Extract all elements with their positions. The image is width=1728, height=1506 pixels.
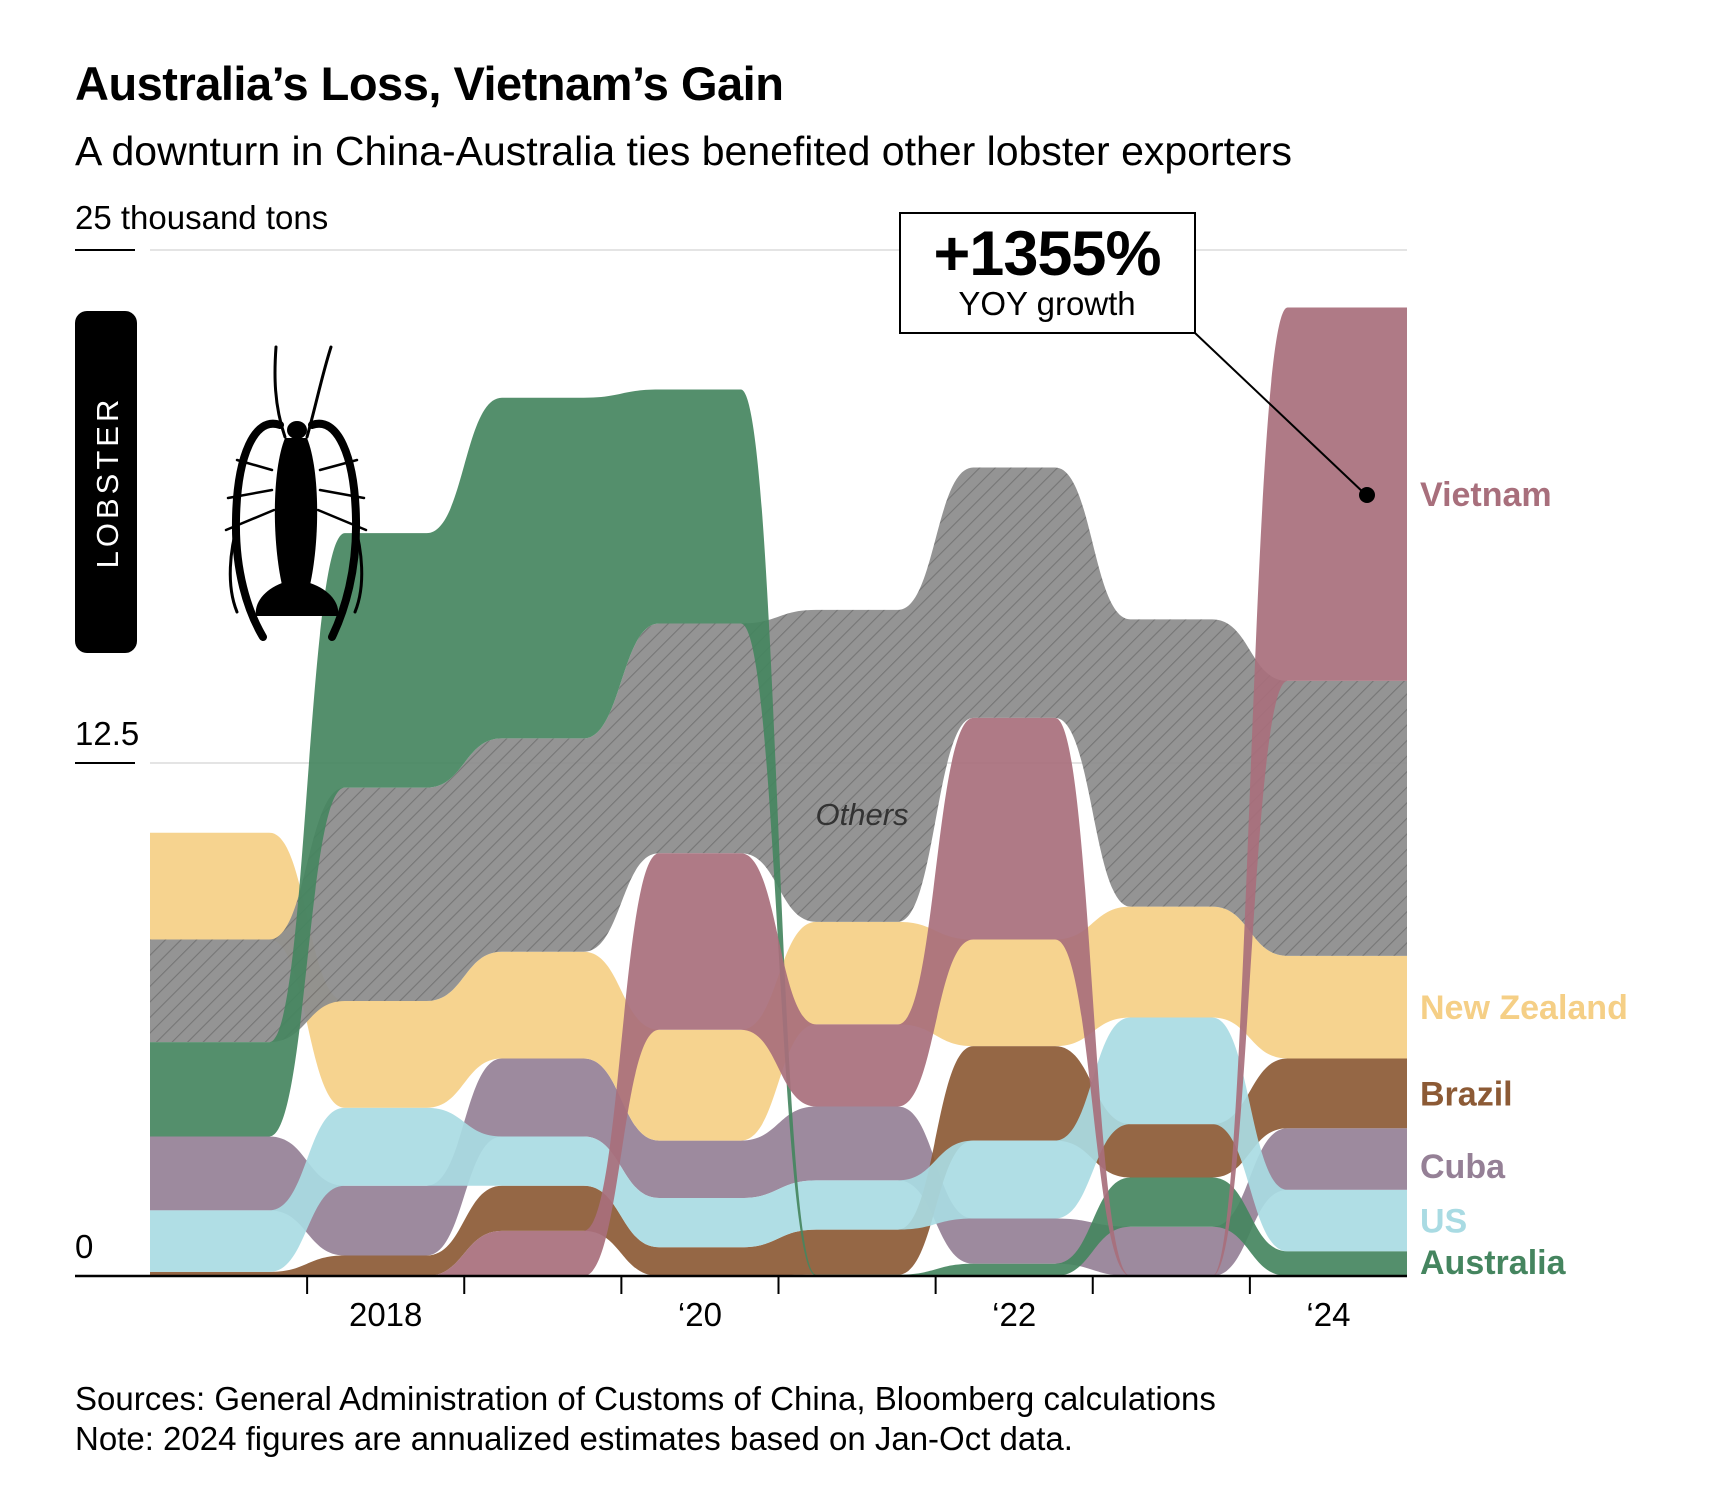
x-axis (75, 1274, 1407, 1294)
y-axis-label: 25 thousand tons (75, 199, 328, 236)
legend-label-new-zealand: New Zealand (1420, 989, 1628, 1027)
chart-subtitle: A downturn in China-Australia ties benef… (75, 128, 1293, 174)
annotation-dot (1359, 487, 1375, 503)
legend-label-us: US (1420, 1203, 1467, 1241)
y-tick-label: 0 (75, 1228, 93, 1265)
y-tick-labels: 012.5 (75, 715, 139, 1265)
legend-label-vietnam: Vietnam (1420, 476, 1552, 514)
footnote: Note: 2024 figures are annualized estima… (75, 1420, 1073, 1457)
areas (150, 307, 1407, 1276)
lobster-badge: LOBSTER (75, 311, 137, 653)
x-tick-label: 2018 (349, 1296, 422, 1333)
chart-title: Australia’s Loss, Vietnam’s Gain (75, 57, 784, 110)
x-tick-label: ‘22 (992, 1296, 1036, 1333)
area-australia (150, 389, 1407, 1276)
area-cuba (150, 1058, 1407, 1276)
x-tick-labels: 2018 ‘20 ‘22 ‘24 (349, 1296, 1350, 1333)
lobster-badge-text: LOBSTER (90, 396, 125, 569)
annotation-leader (1194, 332, 1366, 495)
area-vietnam (150, 307, 1407, 1276)
annotation-box (899, 212, 1196, 334)
lobster-icon (224, 345, 368, 641)
annotation-label: YOY growth (958, 285, 1135, 322)
x-tick-label: ‘20 (678, 1296, 722, 1333)
legend-label-australia: Australia (1420, 1244, 1567, 1282)
area-others (150, 467, 1407, 1043)
legend-label-brazil: Brazil (1420, 1075, 1513, 1113)
lobster-badge-bg (75, 311, 137, 653)
legend-label-cuba: Cuba (1420, 1148, 1506, 1186)
y-tick-label: 12.5 (75, 715, 139, 752)
legend: Vietnam New Zealand Brazil US Cuba Australia (1420, 476, 1628, 1282)
sources-note: Sources: General Administration of Custo… (75, 1380, 1216, 1417)
annotation-value: +1355% (934, 219, 1161, 289)
others-label: Others (815, 797, 908, 832)
annotation: +1355% YOY growth (899, 212, 1375, 503)
x-tick-label: ‘24 (1306, 1296, 1350, 1333)
